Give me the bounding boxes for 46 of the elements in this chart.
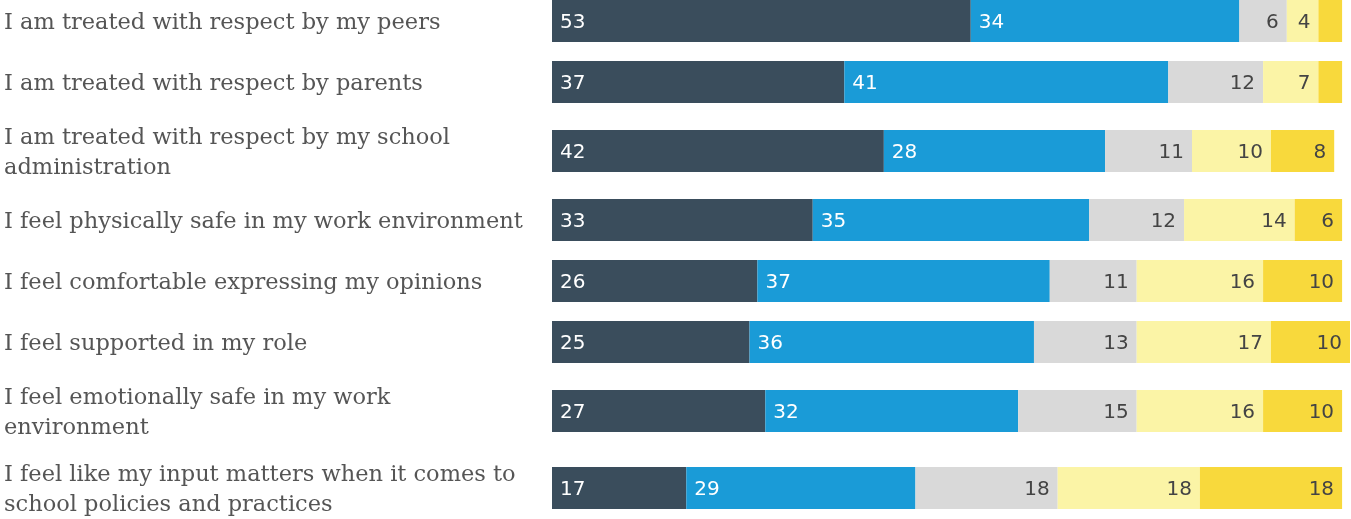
data-label: 32 — [773, 399, 799, 423]
data-label: 12 — [1229, 70, 1256, 94]
data-label: 27 — [560, 399, 586, 423]
data-label: 8 — [1313, 139, 1327, 163]
y-tick-label: I feel emotionally safe in my work environment — [4, 382, 391, 439]
y-tick-label: I am treated with respect by my peers — [4, 7, 441, 34]
data-label: 4 — [1297, 9, 1311, 33]
y-tick-label: I am treated with respect by my school administration — [4, 122, 451, 179]
data-label: 11 — [1103, 269, 1129, 293]
data-label: 29 — [694, 476, 720, 500]
y-tick-label: I feel supported in my role — [4, 328, 308, 355]
data-label: 10 — [1316, 330, 1342, 354]
data-label: 18 — [1308, 476, 1335, 500]
data-label: 36 — [757, 330, 783, 354]
data-label: 16 — [1229, 399, 1256, 423]
data-label: 10 — [1308, 269, 1335, 293]
data-label: 17 — [1237, 330, 1263, 354]
y-tick-label: I feel comfortable expressing my opinions — [4, 267, 483, 294]
data-label: 6 — [1266, 9, 1279, 33]
data-label: 53 — [560, 9, 586, 33]
data-label: 15 — [1103, 399, 1129, 423]
data-label: 10 — [1308, 399, 1335, 423]
data-label: 37 — [765, 269, 791, 293]
data-label: 7 — [1297, 70, 1311, 94]
data-label: 13 — [1103, 330, 1129, 354]
data-label: 26 — [560, 269, 586, 293]
data-label: 11 — [1158, 139, 1184, 163]
data-label: 37 — [560, 70, 586, 94]
y-tick-label: I feel physically safe in my work environment — [4, 206, 523, 233]
data-label: 17 — [560, 476, 586, 500]
data-label: 28 — [891, 139, 918, 163]
data-label: 14 — [1261, 208, 1287, 232]
data-label: 18 — [1166, 476, 1192, 500]
data-label: 12 — [1150, 208, 1177, 232]
data-label: 10 — [1237, 139, 1263, 163]
data-label: 25 — [560, 330, 586, 354]
data-label: 41 — [852, 70, 878, 94]
data-label: 16 — [1229, 269, 1256, 293]
data-label: 6 — [1321, 208, 1335, 232]
data-label: 34 — [978, 9, 1005, 33]
y-tick-label: I feel like my input matters when it comes to school policies and practices — [4, 459, 516, 516]
data-label: 33 — [560, 208, 586, 232]
data-label: 35 — [820, 208, 847, 232]
y-tick-label: I am treated with respect by parents — [4, 68, 423, 95]
data-label: 42 — [560, 139, 586, 163]
data-label: 18 — [1024, 476, 1050, 500]
